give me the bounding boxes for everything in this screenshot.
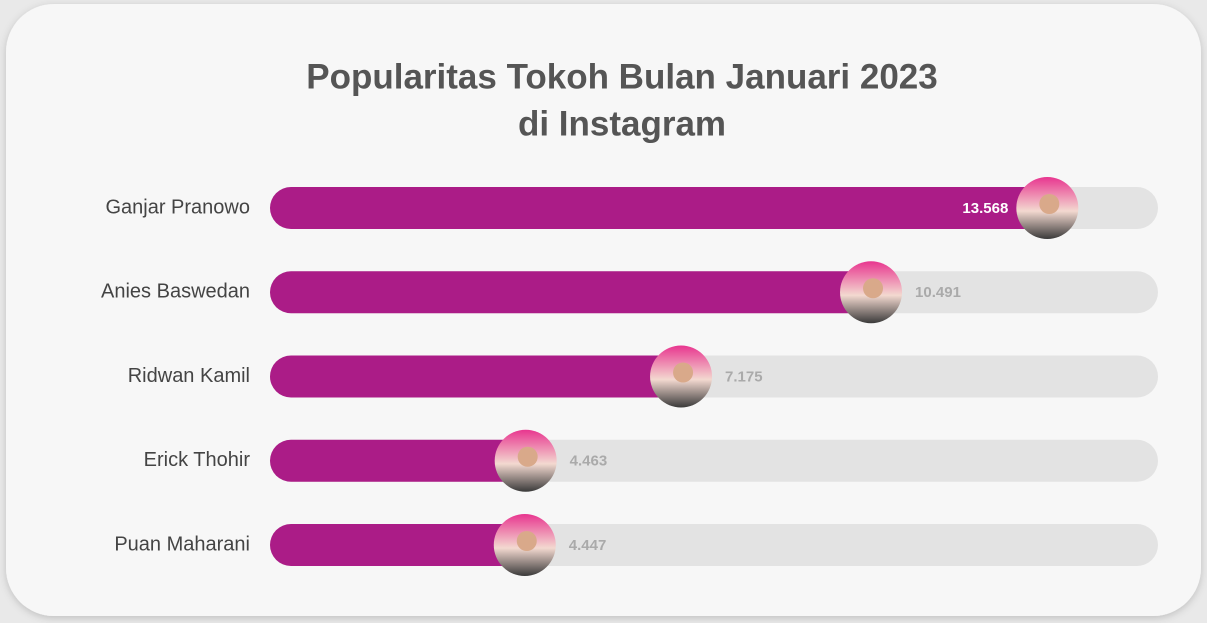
avatar-face (863, 278, 883, 298)
value-label: 10.491 (915, 284, 961, 301)
bar (270, 271, 871, 313)
bar (270, 187, 1047, 229)
page: Popularitas Tokoh Bulan Januari 2023 di … (0, 0, 1207, 623)
category-label: Puan Maharani (114, 533, 250, 555)
avatar-face (518, 447, 538, 467)
avatar-face (1039, 194, 1059, 214)
chart-title: di Instagram (518, 104, 726, 143)
category-label: Erick Thohir (144, 449, 251, 471)
value-label: 13.568 (962, 200, 1008, 217)
value-label: 4.463 (570, 453, 608, 470)
chart: Popularitas Tokoh Bulan Januari 2023 di … (0, 0, 1207, 623)
value-label: 4.447 (569, 537, 607, 554)
bar (270, 524, 525, 566)
value-label: 7.175 (725, 368, 763, 385)
category-label: Ridwan Kamil (128, 365, 250, 387)
avatar-face (517, 531, 537, 551)
bar (270, 440, 526, 482)
bar (270, 356, 681, 398)
category-label: Ganjar Pranowo (105, 196, 250, 218)
avatar-face (673, 363, 693, 383)
category-label: Anies Baswedan (101, 281, 250, 303)
chart-title: Popularitas Tokoh Bulan Januari 2023 (306, 57, 937, 96)
